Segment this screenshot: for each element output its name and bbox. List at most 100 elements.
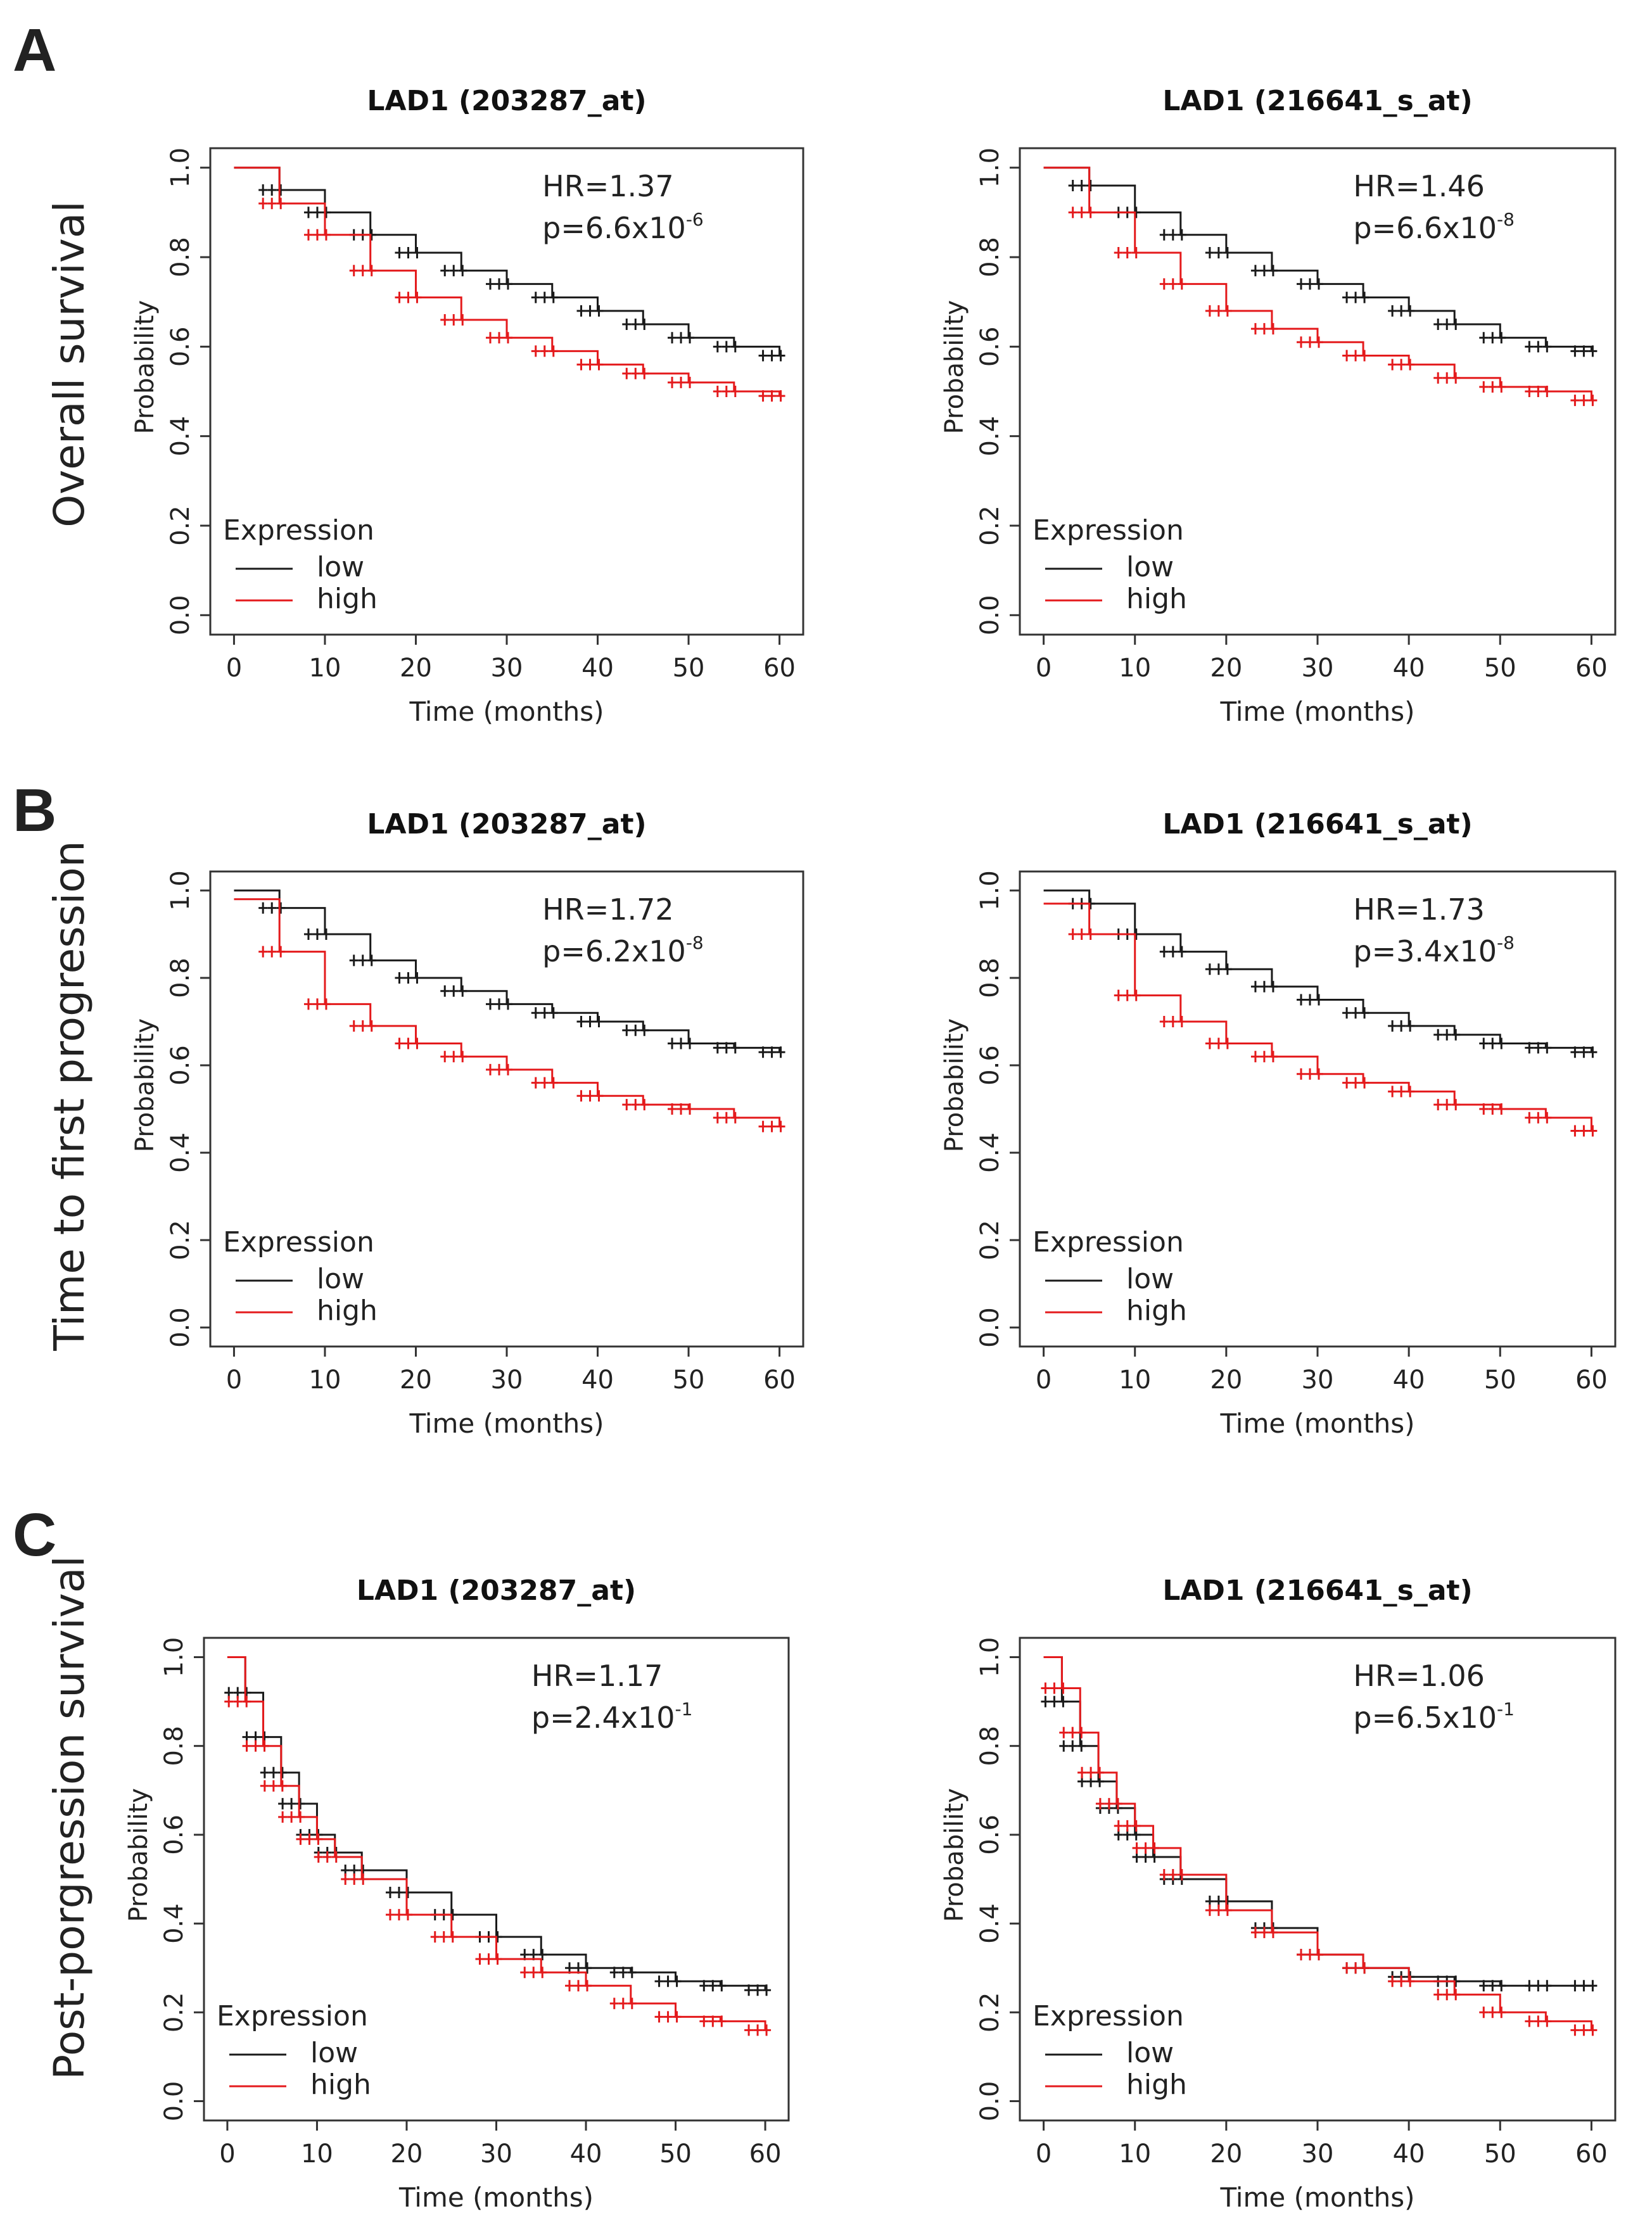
censor-mark — [440, 985, 450, 997]
x-tick-label: 40 — [1393, 654, 1425, 683]
censor-mark — [1159, 229, 1169, 241]
censor-mark — [1268, 1927, 1278, 1939]
censor-mark — [1360, 350, 1369, 362]
censor-mark — [668, 332, 677, 344]
p-value-exponent: -1 — [675, 1699, 693, 1720]
censor-mark — [395, 1037, 404, 1049]
censor-mark — [672, 2011, 682, 2023]
censor-mark — [1588, 345, 1598, 357]
censor-mark — [403, 1037, 413, 1049]
legend-label-high: high — [1126, 1295, 1187, 1327]
censor-mark — [1259, 265, 1269, 277]
p-value: p=6.5x10-1 — [1353, 1699, 1515, 1735]
censor-mark — [1397, 358, 1406, 371]
censor-mark — [296, 1811, 305, 1823]
charts-layer: LAD1 (203287_at) 0 10 20 30 40 50 60 0.0 0.2 0.4 0.… — [124, 85, 1617, 2213]
censor-mark — [296, 1797, 305, 1809]
legend-title: Expression — [217, 2000, 368, 2032]
censor-mark — [585, 305, 595, 317]
censor-mark — [314, 1833, 323, 1845]
censor-mark — [395, 246, 404, 258]
censor-mark — [640, 1024, 649, 1036]
censor-mark — [1388, 305, 1397, 317]
censor-mark — [1388, 358, 1397, 371]
censor-mark — [776, 1046, 785, 1058]
censor-mark — [321, 928, 331, 940]
censor-mark — [1058, 1682, 1068, 1694]
censor-mark — [622, 1024, 632, 1036]
censor-mark — [1351, 1962, 1361, 1974]
censor-mark — [1442, 1029, 1452, 1041]
censor-mark — [1177, 946, 1186, 958]
censor-mark — [1314, 278, 1323, 290]
y-tick-label: 0.2 — [166, 1220, 195, 1260]
y-tick-label: 0.8 — [166, 237, 195, 277]
censor-mark — [1542, 1112, 1552, 1124]
censor-mark — [1297, 1068, 1306, 1080]
censor-mark — [448, 1931, 457, 1943]
censor-mark — [312, 928, 322, 940]
censor-mark — [1497, 1980, 1506, 1992]
censor-mark — [242, 1695, 251, 1708]
censor-marks-low — [1068, 897, 1598, 1058]
legend-title: Expression — [223, 514, 374, 547]
censor-mark — [1314, 994, 1323, 1006]
censor-mark — [618, 1967, 628, 1979]
censor-mark — [242, 1740, 251, 1752]
censor-mark — [1406, 1020, 1415, 1032]
censor-mark — [1433, 1989, 1443, 2001]
hazard-ratio: HR=1.37 — [542, 169, 674, 203]
censor-mark — [1488, 2006, 1497, 2018]
panel-letter-a: A — [13, 16, 56, 84]
censor-mark — [312, 229, 322, 241]
censor-mark — [677, 376, 686, 388]
censor-mark — [1250, 265, 1260, 277]
censor-mark — [1497, 1103, 1506, 1115]
censor-mark — [622, 367, 632, 379]
censor-mark — [449, 265, 459, 277]
censor-mark — [1442, 372, 1452, 384]
censor-mark — [1041, 1695, 1050, 1708]
censor-mark — [1132, 1842, 1141, 1854]
censor-mark — [278, 1797, 288, 1809]
y-tick-label: 0.4 — [975, 416, 1005, 457]
censor-mark — [269, 1780, 278, 1792]
censor-mark — [583, 1980, 592, 1992]
x-tick-label: 30 — [491, 654, 523, 683]
y-tick-label: 0.4 — [975, 1903, 1005, 1944]
censor-mark — [721, 1042, 731, 1054]
y-tick-label: 0.8 — [975, 958, 1005, 998]
censor-mark — [1579, 1980, 1589, 1992]
censor-mark — [358, 265, 367, 277]
censor-mark — [1342, 291, 1352, 303]
x-tick-label: 50 — [659, 2139, 692, 2169]
censor-mark — [1588, 1046, 1598, 1058]
censor-mark — [403, 291, 413, 303]
censor-mark — [685, 1037, 695, 1049]
censor-mark — [594, 1016, 604, 1027]
censor-mark — [1259, 1927, 1269, 1939]
chart-title: LAD1 (203287_at) — [357, 1575, 636, 1607]
censor-mark — [1250, 1927, 1260, 1939]
p-value: p=3.4x10-8 — [1353, 932, 1515, 968]
censor-marks-high — [258, 198, 785, 402]
censor-mark — [1214, 305, 1223, 317]
censor-marks-high — [1068, 928, 1598, 1137]
censor-mark — [1388, 1975, 1397, 1987]
censor-mark — [1250, 980, 1260, 992]
censor-mark — [1534, 1980, 1543, 1992]
p-value-base: p=6.5x10 — [1353, 1701, 1497, 1735]
censor-mark — [1488, 1980, 1497, 1992]
legend-label-high: high — [317, 1295, 378, 1327]
censor-marks-low — [258, 184, 785, 362]
censor-mark — [594, 1090, 604, 1102]
censor-mark — [276, 946, 286, 958]
censor-mark — [1388, 1086, 1397, 1098]
censor-mark — [1433, 372, 1443, 384]
censor-mark — [1314, 336, 1323, 348]
censor-mark — [1525, 1042, 1534, 1054]
censor-mark — [303, 206, 313, 219]
censor-mark — [412, 246, 422, 258]
censor-mark — [585, 1090, 595, 1102]
censor-mark — [1214, 246, 1223, 258]
